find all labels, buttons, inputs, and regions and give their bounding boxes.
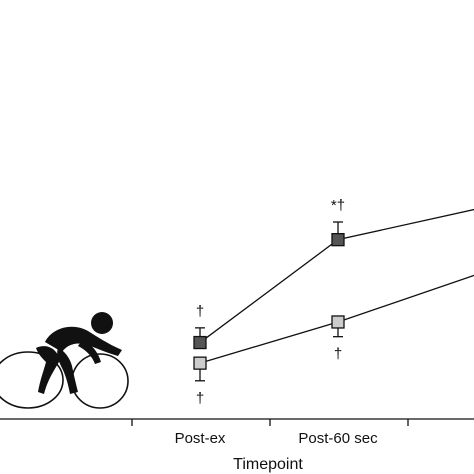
cyclist-leg-right xyxy=(57,348,78,394)
significance-marker: † xyxy=(196,390,204,407)
x-axis-title: Timepoint xyxy=(233,456,303,473)
cyclist-rear-wheel xyxy=(0,351,64,409)
cyclist-arm xyxy=(78,340,101,364)
x-axis: Post-ex Post-60 sec Timepoint xyxy=(0,418,474,473)
significance-marker: † xyxy=(334,346,342,363)
data-point-marker xyxy=(193,356,207,370)
data-point-marker xyxy=(331,233,345,247)
x-tick-label: Post-ex xyxy=(175,430,226,447)
data-point-marker xyxy=(331,315,345,329)
data-point-marker xyxy=(193,335,207,350)
x-axis-tick-labels: Post-ex Post-60 sec xyxy=(175,430,379,447)
cyclist-head xyxy=(91,312,113,334)
cyclist-leg-left xyxy=(36,346,60,394)
x-axis-ticks xyxy=(131,419,409,426)
cyclist-icon xyxy=(0,312,129,409)
plot-area: † *† † † xyxy=(193,197,474,407)
x-tick-label: Post-60 sec xyxy=(298,430,378,447)
significance-marker: † xyxy=(196,303,204,320)
significance-marker: *† xyxy=(331,197,345,214)
